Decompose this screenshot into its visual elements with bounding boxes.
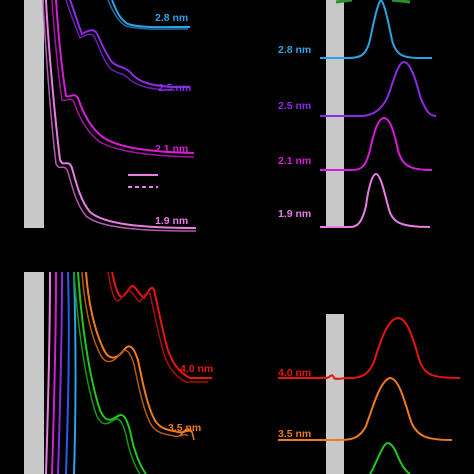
spectrum-2-5-nm-shadow: [65, 0, 176, 91]
spectrum-2-1-nm-shadow: [51, 0, 195, 158]
shade-band-bottom-right: [326, 314, 344, 474]
spectrum-2-8-nm-shadow: [107, 0, 189, 30]
panel-bottom-left: 4.0 nm 3.5 nm: [45, 271, 213, 474]
edge-line-magenta: [51, 271, 57, 474]
spectrum-4-0-nm-shadow: [107, 271, 208, 383]
label-br-4-0-nm: 4.0 nm: [278, 367, 311, 379]
spectrum-3-5-nm: [85, 271, 193, 434]
edge-line-blue: [65, 271, 70, 474]
top-right-clipped-curve: [335, 0, 411, 4]
spectrum-1-9-nm: [45, 0, 197, 229]
edge-line-pink: [45, 271, 51, 474]
label-tr-2-1-nm: 2.1 nm: [278, 155, 311, 167]
shade-band-top-left: [24, 0, 44, 228]
edge-line-purple: [57, 271, 63, 474]
label-tl-2-5-nm: 2.5 nm: [158, 82, 191, 94]
spectrum-green: [77, 271, 147, 474]
spectrum-3-5-nm-shadow: [81, 271, 189, 438]
label-tl-2-1-nm: 2.1 nm: [155, 143, 188, 155]
spectrum-2-5-nm: [69, 0, 190, 88]
emission-2-8-nm: [320, 0, 432, 59]
panel-top-left: 2.8 nm 2.5 nm 2.1 nm 1.9 nm: [42, 0, 197, 232]
spectrum-green-shadow: [73, 271, 141, 474]
panel-top-right: 2.8 nm 2.5 nm 2.1 nm 1.9 nm: [278, 0, 437, 228]
emission-4-0-nm: [278, 316, 461, 380]
label-bl-3-5-nm: 3.5 nm: [168, 422, 201, 434]
panel-bottom-right: 4.0 nm 3.5 nm: [278, 316, 461, 474]
spectrum-2-8-nm: [111, 0, 191, 29]
emission-2-1-nm: [320, 116, 433, 171]
shade-band-bottom-left: [24, 272, 44, 474]
shade-band-top-right: [326, 0, 344, 228]
label-bl-4-0-nm: 4.0 nm: [180, 363, 213, 375]
edge-line-cyan: [73, 271, 77, 474]
spectrum-3-5-nm-tail: [179, 428, 195, 441]
label-tr-2-8-nm: 2.8 nm: [278, 44, 311, 56]
spectrum-2-1-nm: [55, 0, 195, 154]
emission-1-9-nm: [320, 172, 431, 228]
label-tr-1-9-nm: 1.9 nm: [278, 208, 311, 220]
spectrum-1-9-nm-shadow: [42, 0, 197, 232]
emission-3-5-nm: [278, 376, 453, 441]
emission-green: [369, 442, 411, 474]
spectrum-4-0-nm: [111, 271, 212, 379]
emission-2-5-nm: [320, 60, 437, 117]
label-tl-2-8-nm: 2.8 nm: [155, 12, 188, 24]
label-tl-1-9-nm: 1.9 nm: [155, 215, 188, 227]
label-tr-2-5-nm: 2.5 nm: [278, 100, 311, 112]
label-br-3-5-nm: 3.5 nm: [278, 428, 311, 440]
